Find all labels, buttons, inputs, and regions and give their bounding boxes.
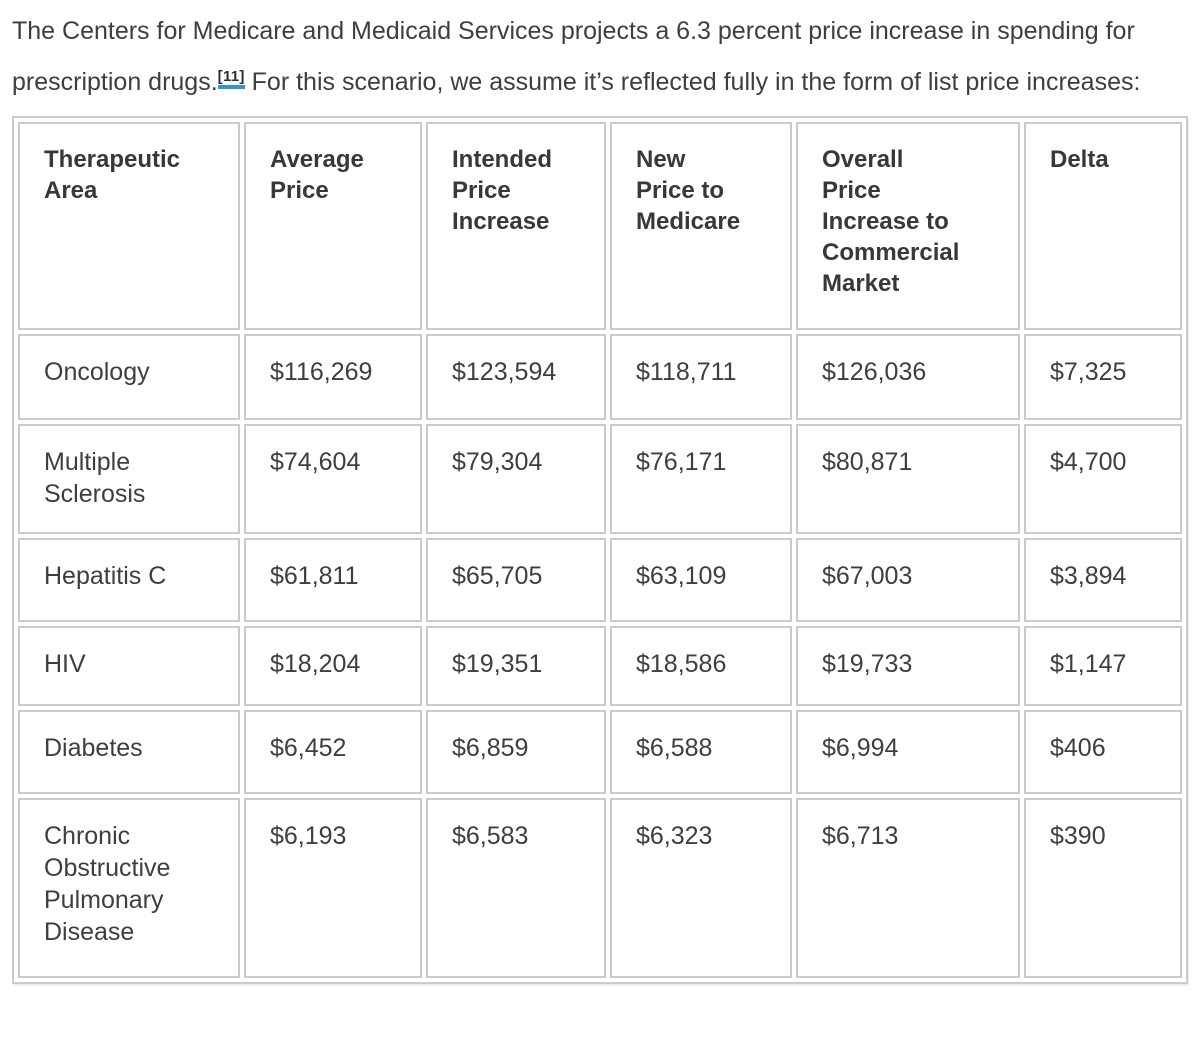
cell-text: Hepatitis C bbox=[44, 562, 167, 590]
therapeutic-area-cell: HIV bbox=[18, 626, 240, 706]
table-row: Diabetes $6,452 $6,859 $6,588 $6,994 $406 bbox=[18, 710, 1182, 794]
cell-text: $19,733 bbox=[822, 650, 913, 678]
cell-text: $76,171 bbox=[636, 448, 727, 476]
cell-text: $123,594 bbox=[452, 358, 557, 386]
intro-paragraph: The Centers for Medicare and Medicaid Se… bbox=[12, 6, 1188, 108]
cell-text: Diabetes bbox=[44, 734, 143, 762]
cell-text: $6,859 bbox=[452, 734, 529, 762]
price-value-cell: $80,871 bbox=[796, 424, 1020, 534]
therapeutic-area-cell: Oncology bbox=[18, 334, 240, 420]
cell-text: $116,269 bbox=[270, 358, 373, 386]
price-value-cell: $19,351 bbox=[426, 626, 606, 706]
price-value-cell: $6,583 bbox=[426, 798, 606, 978]
price-value-cell: $1,147 bbox=[1024, 626, 1182, 706]
table-row: Hepatitis C $61,811 $65,705 $63,109 $67,003 $… bbox=[18, 538, 1182, 622]
price-value-cell: $118,711 bbox=[610, 334, 792, 420]
cell-text: $61,811 bbox=[270, 562, 359, 590]
therapeutic-area-cell: Multiple Sclerosis bbox=[18, 424, 240, 534]
cell-text: $6,452 bbox=[270, 734, 347, 762]
price-value-cell: $6,994 bbox=[796, 710, 1020, 794]
column-header-new-price-to-medicare: New Price to Medicare bbox=[610, 122, 792, 330]
cell-text: Chronic Obstructive Pulmonary Disease bbox=[44, 822, 171, 946]
footnote-11-link[interactable]: [11] bbox=[217, 67, 245, 89]
price-value-cell: $123,594 bbox=[426, 334, 606, 420]
column-header-delta: Delta bbox=[1024, 122, 1182, 330]
column-header-overall-price-increase: Overall Price Increase to Commercial Mar… bbox=[796, 122, 1020, 330]
intro-text-after: For this scenario, we assume it’s reflec… bbox=[244, 68, 1141, 96]
cell-text: $4,700 bbox=[1050, 448, 1127, 476]
header-row: Therapeutic Area Average Price Intended … bbox=[18, 122, 1182, 330]
price-value-cell: $67,003 bbox=[796, 538, 1020, 622]
cell-text: $80,871 bbox=[822, 448, 913, 476]
price-value-cell: $65,705 bbox=[426, 538, 606, 622]
column-header-label: New Price to Medicare bbox=[636, 146, 741, 235]
therapeutic-area-cell: Chronic Obstructive Pulmonary Disease bbox=[18, 798, 240, 978]
cell-text: $19,351 bbox=[452, 650, 543, 678]
cell-text: $6,583 bbox=[452, 822, 529, 850]
cell-text: $6,323 bbox=[636, 822, 713, 850]
cell-text: HIV bbox=[44, 650, 86, 678]
price-value-cell: $76,171 bbox=[610, 424, 792, 534]
table-row: HIV $18,204 $19,351 $18,586 $19,733 $1,147 bbox=[18, 626, 1182, 706]
price-value-cell: $6,713 bbox=[796, 798, 1020, 978]
column-header-intended-price-increase: Intended Price Increase bbox=[426, 122, 606, 330]
price-value-cell: $6,859 bbox=[426, 710, 606, 794]
price-value-cell: $18,204 bbox=[244, 626, 422, 706]
cell-text: $65,705 bbox=[452, 562, 543, 590]
price-value-cell: $6,323 bbox=[610, 798, 792, 978]
price-value-cell: $126,036 bbox=[796, 334, 1020, 420]
table-row: Chronic Obstructive Pulmonary Disease $6,… bbox=[18, 798, 1182, 978]
cell-text: $63,109 bbox=[636, 562, 727, 590]
table-body: Oncology $116,269 $123,594 $118,711 $126,036… bbox=[18, 334, 1182, 978]
cell-text: $18,586 bbox=[636, 650, 727, 678]
column-header-label: Therapeutic Area bbox=[44, 146, 181, 204]
price-value-cell: $4,700 bbox=[1024, 424, 1182, 534]
price-value-cell: $6,193 bbox=[244, 798, 422, 978]
price-value-cell: $18,586 bbox=[610, 626, 792, 706]
price-value-cell: $19,733 bbox=[796, 626, 1020, 706]
cell-text: $6,994 bbox=[822, 734, 899, 762]
cell-text: $79,304 bbox=[452, 448, 543, 476]
table-row: Multiple Sclerosis $74,604 $79,304 $76,171 $… bbox=[18, 424, 1182, 534]
column-header-label: Delta bbox=[1050, 146, 1109, 173]
price-value-cell: $61,811 bbox=[244, 538, 422, 622]
cell-text: Oncology bbox=[44, 358, 150, 386]
price-value-cell: $7,325 bbox=[1024, 334, 1182, 420]
intro-text-before: The Centers for Medicare and Medicaid Se… bbox=[12, 17, 1135, 96]
cell-text: $1,147 bbox=[1050, 650, 1127, 678]
cell-text: $6,193 bbox=[270, 822, 347, 850]
therapeutic-area-cell: Hepatitis C bbox=[18, 538, 240, 622]
cell-text: Multiple Sclerosis bbox=[44, 448, 146, 508]
cell-text: $6,713 bbox=[822, 822, 899, 850]
column-header-label: Average Price bbox=[270, 146, 364, 204]
price-increase-table: Therapeutic Area Average Price Intended … bbox=[12, 116, 1188, 984]
column-header-label: Intended Price Increase bbox=[452, 146, 552, 235]
price-value-cell: $406 bbox=[1024, 710, 1182, 794]
price-value-cell: $390 bbox=[1024, 798, 1182, 978]
price-value-cell: $6,452 bbox=[244, 710, 422, 794]
therapeutic-area-cell: Diabetes bbox=[18, 710, 240, 794]
article-content: The Centers for Medicare and Medicaid Se… bbox=[12, 6, 1188, 984]
cell-text: $406 bbox=[1050, 734, 1106, 762]
price-value-cell: $6,588 bbox=[610, 710, 792, 794]
column-header-average-price: Average Price bbox=[244, 122, 422, 330]
column-header-label: Overall Price Increase to Commercial Mar… bbox=[822, 146, 960, 297]
cell-text: $126,036 bbox=[822, 358, 927, 386]
cell-text: $118,711 bbox=[636, 358, 737, 386]
column-header-therapeutic-area: Therapeutic Area bbox=[18, 122, 240, 330]
price-value-cell: $74,604 bbox=[244, 424, 422, 534]
price-value-cell: $3,894 bbox=[1024, 538, 1182, 622]
cell-text: $18,204 bbox=[270, 650, 361, 678]
cell-text: $67,003 bbox=[822, 562, 913, 590]
cell-text: $3,894 bbox=[1050, 562, 1127, 590]
table-header: Therapeutic Area Average Price Intended … bbox=[18, 122, 1182, 330]
price-value-cell: $116,269 bbox=[244, 334, 422, 420]
cell-text: $6,588 bbox=[636, 734, 713, 762]
table-row: Oncology $116,269 $123,594 $118,711 $126,036… bbox=[18, 334, 1182, 420]
price-value-cell: $79,304 bbox=[426, 424, 606, 534]
cell-text: $7,325 bbox=[1050, 358, 1127, 386]
price-value-cell: $63,109 bbox=[610, 538, 792, 622]
cell-text: $74,604 bbox=[270, 448, 361, 476]
cell-text: $390 bbox=[1050, 822, 1106, 850]
